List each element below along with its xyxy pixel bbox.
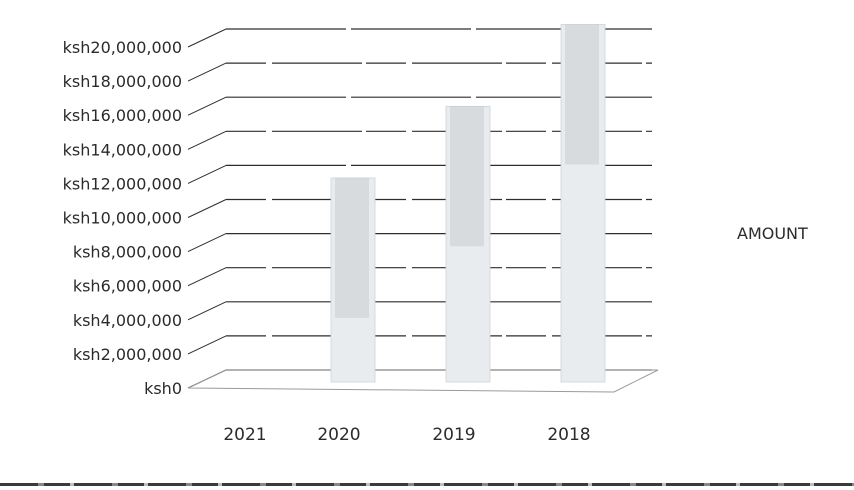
grid-diagonal xyxy=(187,267,227,287)
x-category-label: 2018 xyxy=(547,425,590,445)
grid-diagonal xyxy=(187,164,227,184)
y-tick-label: ksh14,000,000 xyxy=(63,140,182,159)
bar-shading-2019 xyxy=(450,106,484,247)
y-tick-label: ksh8,000,000 xyxy=(73,243,182,262)
x-axis-category-labels: 2021 2020 2019 2018 xyxy=(223,425,590,445)
y-tick-label: ksh4,000,000 xyxy=(73,311,182,330)
grid-diagonal xyxy=(187,130,227,150)
chart-floor xyxy=(187,369,659,393)
grid-diagonal xyxy=(187,233,227,253)
y-axis-tick-labels: ksh0 ksh2,000,000 ksh4,000,000 ksh6,000,000… xyxy=(63,38,182,398)
grid-diagonal xyxy=(187,62,227,82)
page-divider xyxy=(0,483,854,486)
grid-diagonal xyxy=(187,96,227,116)
grid-diagonal xyxy=(187,301,227,321)
bar-shading-2020 xyxy=(335,177,369,318)
y-tick-label: ksh12,000,000 xyxy=(63,174,182,193)
bar-shading-2018 xyxy=(565,24,599,165)
y-tick-label: ksh18,000,000 xyxy=(63,72,182,91)
grid-diagonal xyxy=(187,335,227,355)
bar-2019 xyxy=(445,105,491,383)
x-category-label: 2021 xyxy=(223,425,266,445)
bars xyxy=(330,24,606,383)
grid-diagonal xyxy=(187,28,227,48)
y-tick-label: ksh0 xyxy=(144,379,182,398)
bar-2018 xyxy=(560,24,606,383)
y-tick-label: ksh20,000,000 xyxy=(63,38,182,57)
grid-diagonal xyxy=(187,199,227,218)
y-tick-label: ksh16,000,000 xyxy=(63,106,182,125)
x-category-label: 2019 xyxy=(432,425,475,445)
legend-series-amount: AMOUNT xyxy=(737,224,808,243)
x-category-label: 2020 xyxy=(317,425,360,445)
y-tick-label: ksh2,000,000 xyxy=(73,345,182,364)
bar-2020 xyxy=(330,177,376,383)
y-tick-label: ksh6,000,000 xyxy=(73,277,182,296)
y-tick-label: ksh10,000,000 xyxy=(63,209,182,228)
